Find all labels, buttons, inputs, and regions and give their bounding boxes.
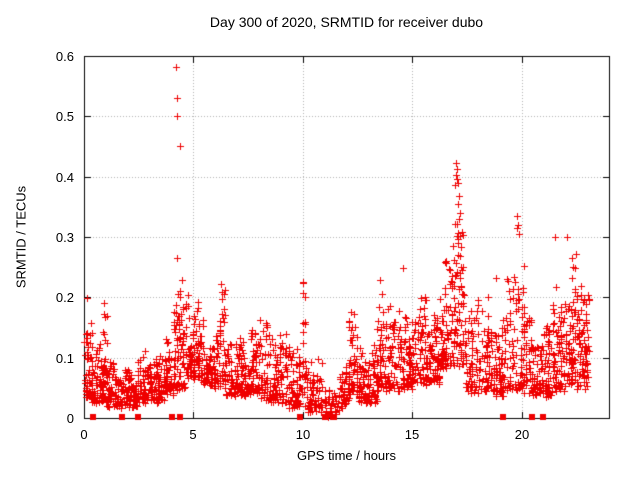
y-tick-label: 0.1 <box>55 351 74 366</box>
x-tick-label: 0 <box>80 427 88 442</box>
y-tick-label: 0.6 <box>55 49 74 64</box>
y-axis-label: SRMTID / TECUs <box>13 185 29 289</box>
y-tick-label: 0.2 <box>55 290 74 305</box>
y-tick-label: 0 <box>66 411 74 426</box>
y-tick-label: 0.3 <box>55 230 74 245</box>
x-tick-label: 20 <box>514 427 530 442</box>
chart-title: Day 300 of 2020, SRMTID for receiver dub… <box>209 14 484 30</box>
x-axis-label: GPS time / hours <box>297 448 396 463</box>
x-tick-label: 5 <box>189 427 197 442</box>
y-tick-label: 0.4 <box>55 170 74 185</box>
x-tick-label: 10 <box>295 427 311 442</box>
x-tick-label: 15 <box>404 427 420 442</box>
y-tick-label: 0.5 <box>55 109 74 124</box>
